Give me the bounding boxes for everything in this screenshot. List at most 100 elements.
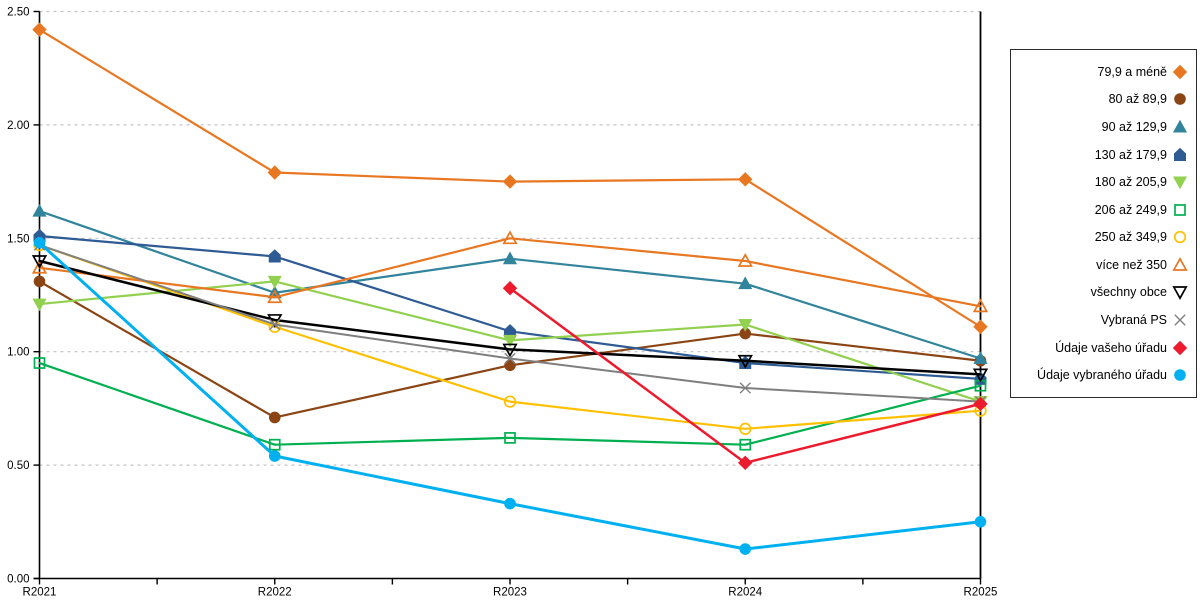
legend-marker-shape	[1174, 314, 1186, 326]
data-point	[268, 438, 281, 451]
legend-marker-icon	[1172, 256, 1188, 271]
series-line	[38, 361, 982, 446]
legend-marker-shape	[1172, 176, 1188, 190]
data-point	[502, 174, 518, 189]
y-tick-label: 0.00	[7, 574, 29, 586]
data-point	[738, 318, 753, 332]
legend-item: všechny obce	[1015, 280, 1188, 304]
legend-marker-shape	[1173, 231, 1187, 244]
data-point	[33, 237, 46, 249]
legend-marker-shape	[1174, 147, 1186, 161]
legend-item: 206 až 249,9	[1015, 198, 1188, 222]
legend-marker-shape	[1172, 286, 1188, 301]
legend-marker-icon	[1174, 369, 1186, 381]
data-point	[31, 259, 48, 274]
data-point	[267, 289, 283, 304]
legend-item: 180 až 205,9	[1015, 170, 1188, 194]
y-tick-label: 0.50	[7, 460, 29, 472]
data-point	[502, 343, 518, 358]
legend-label: 90 až 129,9	[1101, 119, 1167, 134]
legend-item: 90 až 129,9	[1015, 115, 1188, 139]
y-tick-label: 1.50	[7, 233, 29, 245]
legend-marker-shape	[1174, 369, 1186, 381]
legend-marker-icon	[1173, 231, 1187, 244]
legend-item: 79,9 a méně	[1015, 60, 1188, 84]
data-point	[268, 450, 281, 462]
data-point	[504, 497, 516, 510]
data-point	[268, 320, 281, 333]
series-line	[38, 259, 982, 376]
legend-marker-shape	[1172, 340, 1188, 355]
data-point	[973, 319, 988, 334]
legend-item: 130 až 179,9	[1015, 143, 1188, 167]
legend-marker-icon	[1174, 147, 1186, 161]
legend-label: 80 až 89,9	[1108, 92, 1167, 107]
data-point	[33, 275, 46, 288]
data-point	[974, 516, 987, 528]
data-point	[33, 357, 46, 369]
data-point	[504, 432, 516, 444]
legend-item: Údaje vybraného úřadu	[1015, 363, 1188, 387]
legend-label: 180 až 205,9	[1094, 175, 1167, 190]
x-tick-label: R2024	[728, 587, 762, 599]
data-point	[739, 382, 751, 394]
data-point	[972, 368, 989, 383]
data-point	[32, 298, 47, 312]
data-point	[268, 411, 281, 424]
legend-label: 206 až 249,9	[1094, 202, 1167, 217]
data-point	[32, 22, 47, 37]
legend-item: 80 až 89,9	[1015, 87, 1188, 111]
data-point	[267, 165, 282, 180]
data-point	[32, 203, 47, 217]
legend-item: Vybraná PS	[1015, 308, 1188, 332]
data-point	[738, 276, 753, 290]
data-point	[269, 318, 281, 331]
data-point	[502, 334, 518, 348]
legend-item: Údaje vašeho úřadu	[1015, 336, 1188, 360]
legend-marker-shape	[1174, 203, 1186, 216]
data-point	[504, 352, 516, 365]
legend-label: více než 350	[1096, 257, 1167, 272]
data-point	[973, 351, 988, 365]
legend-label: všechny obce	[1090, 285, 1167, 300]
data-point	[737, 253, 753, 267]
legend-marker-icon	[1174, 314, 1186, 326]
series-line	[38, 237, 982, 308]
data-point	[504, 359, 516, 372]
legend-marker-icon	[1172, 340, 1188, 355]
data-point	[31, 255, 48, 269]
x-tick-label: R2023	[493, 587, 527, 599]
y-tick-label: 2.00	[7, 120, 29, 132]
series-line	[508, 286, 982, 465]
legend-label: 79,9 a méně	[1097, 64, 1168, 79]
legend-label: Údaje vašeho úřadu	[1055, 340, 1167, 355]
legend-item: více než 350	[1015, 253, 1188, 277]
legend-item: 250 až 349,9	[1015, 225, 1188, 249]
legend-marker-shape	[1172, 119, 1188, 133]
y-tick-label: 2.50	[7, 7, 29, 19]
x-tick-label: R2025	[964, 587, 998, 599]
y-tick-label: 1.00	[7, 347, 29, 359]
legend-marker-icon	[1172, 286, 1188, 301]
legend-marker-icon	[1174, 203, 1186, 216]
legend-marker-icon	[1172, 119, 1188, 133]
legend-marker-icon	[1172, 64, 1188, 79]
legend-label: Vybraná PS	[1100, 312, 1167, 327]
legend-marker-icon	[1172, 176, 1188, 190]
legend-label: 130 až 179,9	[1094, 147, 1167, 162]
data-point	[738, 455, 753, 471]
data-point	[739, 438, 752, 451]
data-point	[502, 251, 518, 265]
legend-label: Údaje vybraného úřadu	[1037, 368, 1167, 383]
legend-marker-shape	[1172, 64, 1188, 79]
data-point	[502, 230, 518, 245]
data-point	[268, 249, 281, 263]
x-tick-label: R2021	[23, 587, 57, 599]
data-point	[503, 395, 517, 408]
data-point	[502, 280, 518, 296]
chart-legend: 79,9 a méně 80 až 89,9 90 až 129,9 130 až 1…	[1010, 49, 1197, 398]
legend-marker-icon	[1174, 93, 1186, 106]
x-tick-label: R2022	[258, 587, 292, 599]
legend-marker-shape	[1172, 256, 1188, 271]
